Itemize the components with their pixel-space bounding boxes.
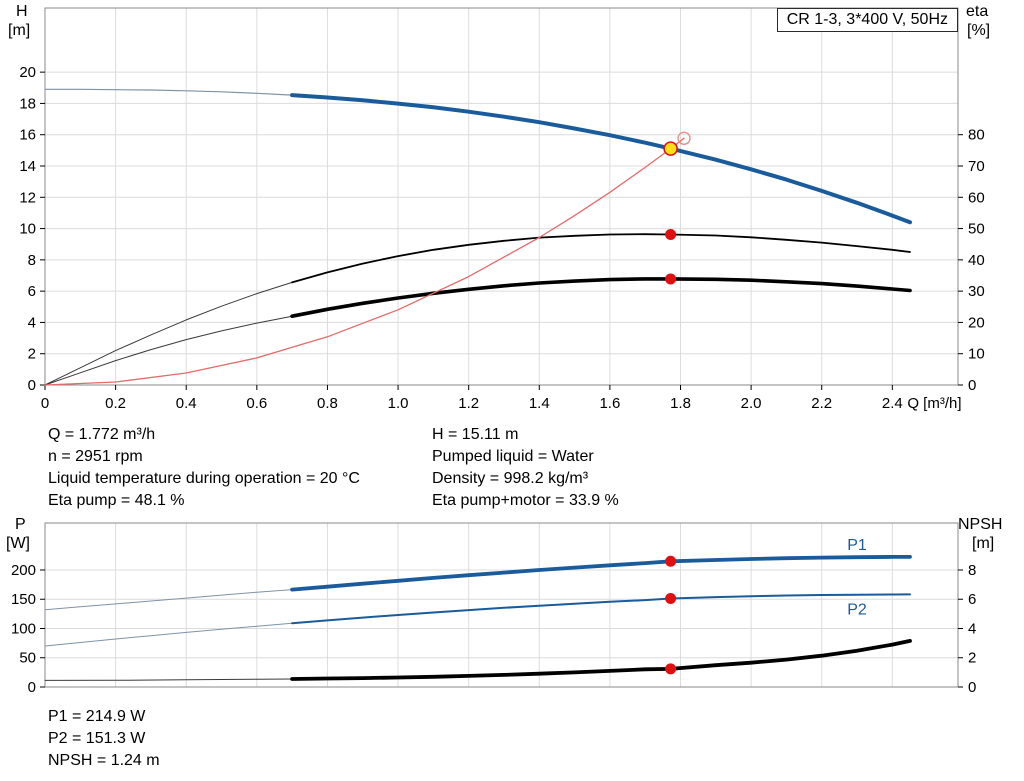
x-tick-label: 2.2	[811, 395, 832, 412]
y-left-axis-unit-bottom: [W]	[6, 535, 30, 552]
y-left-tick-label: 0	[28, 377, 36, 394]
y-right-axis-title-top: eta	[966, 3, 989, 20]
y-left-tick-label: 18	[19, 95, 36, 112]
y-left-tick-label: 10	[19, 221, 36, 238]
y-right-tick-label: 8	[968, 562, 976, 579]
density-readout: Density = 998.2 kg/m³	[432, 470, 589, 487]
y-right-tick-label: 50	[968, 221, 985, 238]
y-right-tick-label: 6	[968, 591, 976, 608]
eta-pump-point	[665, 229, 677, 241]
y-right-axis-title-bottom: NPSH	[958, 516, 1003, 533]
y-right-tick-label: 20	[968, 314, 985, 331]
eta-total-curve-lead	[44, 315, 293, 386]
y-left-tick-label: 200	[11, 562, 36, 579]
p1-readout: P1 = 214.9 W	[48, 708, 146, 725]
y-left-tick-label: 6	[28, 283, 36, 300]
y-right-tick-label: 40	[968, 252, 985, 269]
y-left-tick-label: 50	[19, 650, 36, 667]
p2-readout: P2 = 151.3 W	[48, 730, 146, 747]
y-left-tick-label: 8	[28, 252, 36, 269]
x-tick-label: 0.2	[105, 395, 126, 412]
y-left-tick-label: 0	[28, 679, 36, 696]
head-curve	[290, 93, 912, 225]
y-left-tick-label: 12	[19, 189, 36, 206]
y-left-tick-label: 14	[19, 158, 36, 175]
p2-point	[665, 592, 677, 604]
y-right-tick-label: 80	[968, 127, 985, 144]
x-tick-label: 0.4	[176, 395, 197, 412]
p1-point	[665, 555, 677, 567]
x-tick-label: 1.6	[599, 395, 620, 412]
plot-border	[44, 522, 959, 688]
x-tick-label: 0	[41, 395, 49, 412]
duty-point-marker[interactable]	[663, 141, 678, 156]
y-left-tick-label: 20	[19, 64, 36, 81]
power-readout-column: P1 = 214.9 W P2 = 151.3 W NPSH = 1.24 m	[48, 706, 160, 772]
y-left-tick-label: 16	[19, 127, 36, 144]
system-curve	[44, 137, 685, 386]
y-right-tick-label: 30	[968, 283, 985, 300]
npsh-curve	[290, 639, 912, 681]
y-left-tick-label: 2	[28, 346, 36, 363]
y-left-axis-unit-top: [m]	[8, 22, 31, 39]
npsh-point	[665, 663, 677, 675]
x-tick-label: 0.6	[246, 395, 267, 412]
y-left-tick-label: 150	[11, 591, 36, 608]
eta-pump-curve	[291, 233, 911, 284]
x-tick-label: 1.0	[388, 395, 409, 412]
p1-curve-lead	[44, 589, 293, 611]
x-tick-label: 1.4	[529, 395, 550, 412]
rated-point-marker	[677, 131, 691, 146]
x-tick-label: 0.8	[317, 395, 338, 412]
npsh-readout: NPSH = 1.24 m	[48, 752, 160, 769]
eta-total-curve	[290, 277, 912, 319]
duty-readout-left-column: Q = 1.772 m³/h n = 2951 rpm Liquid tempe…	[48, 424, 360, 512]
y-right-tick-label: 60	[968, 189, 985, 206]
x-axis-unit-label: Q [m³/h]	[907, 395, 961, 412]
head-curve-lead	[44, 88, 293, 96]
pump-type-label: CR 1-3, 3*400 V, 50Hz	[776, 8, 958, 32]
duty-readout-right-column: H = 15.11 m Pumped liquid = Water Densit…	[432, 424, 619, 512]
liquid-temp-readout: Liquid temperature during operation = 20…	[48, 470, 360, 487]
y-right-tick-label: 70	[968, 158, 985, 175]
eta-pump-readout: Eta pump = 48.1 %	[48, 492, 185, 509]
y-right-tick-label: 10	[968, 346, 985, 363]
y-right-tick-label: 2	[968, 650, 976, 667]
y-left-axis-title-bottom: P	[15, 516, 26, 533]
x-tick-label: 1.8	[670, 395, 691, 412]
q-readout: Q = 1.772 m³/h	[48, 426, 156, 443]
y-right-axis-unit-bottom: [m]	[972, 535, 995, 552]
eta-pump-curve-lead	[44, 281, 293, 386]
x-tick-label: 1.2	[458, 395, 479, 412]
plot-border	[44, 7, 959, 386]
pumped-liquid-readout: Pumped liquid = Water	[432, 448, 594, 465]
y-right-tick-label: 4	[968, 620, 976, 637]
y-right-axis-unit-top: [%]	[967, 22, 991, 39]
x-tick-label: 2.4	[882, 395, 903, 412]
p2-curve	[291, 593, 911, 625]
x-tick-label: 2.0	[741, 395, 762, 412]
eta-total-point	[665, 273, 677, 285]
y-right-tick-label: 0	[968, 679, 976, 696]
eta-total-readout: Eta pump+motor = 33.9 %	[432, 492, 619, 509]
y-left-tick-label: 4	[28, 314, 36, 331]
series-label-p2: P2	[847, 601, 867, 618]
h-readout: H = 15.11 m	[432, 426, 519, 443]
p2-curve-lead	[44, 622, 293, 647]
p1-curve	[290, 555, 912, 592]
series-label-p1: P1	[847, 537, 867, 554]
y-right-tick-label: 0	[968, 377, 976, 394]
speed-readout: n = 2951 rpm	[48, 448, 143, 465]
y-left-axis-title-top: H	[16, 3, 28, 20]
y-left-tick-label: 100	[11, 620, 36, 637]
npsh-curve-lead	[44, 678, 293, 681]
